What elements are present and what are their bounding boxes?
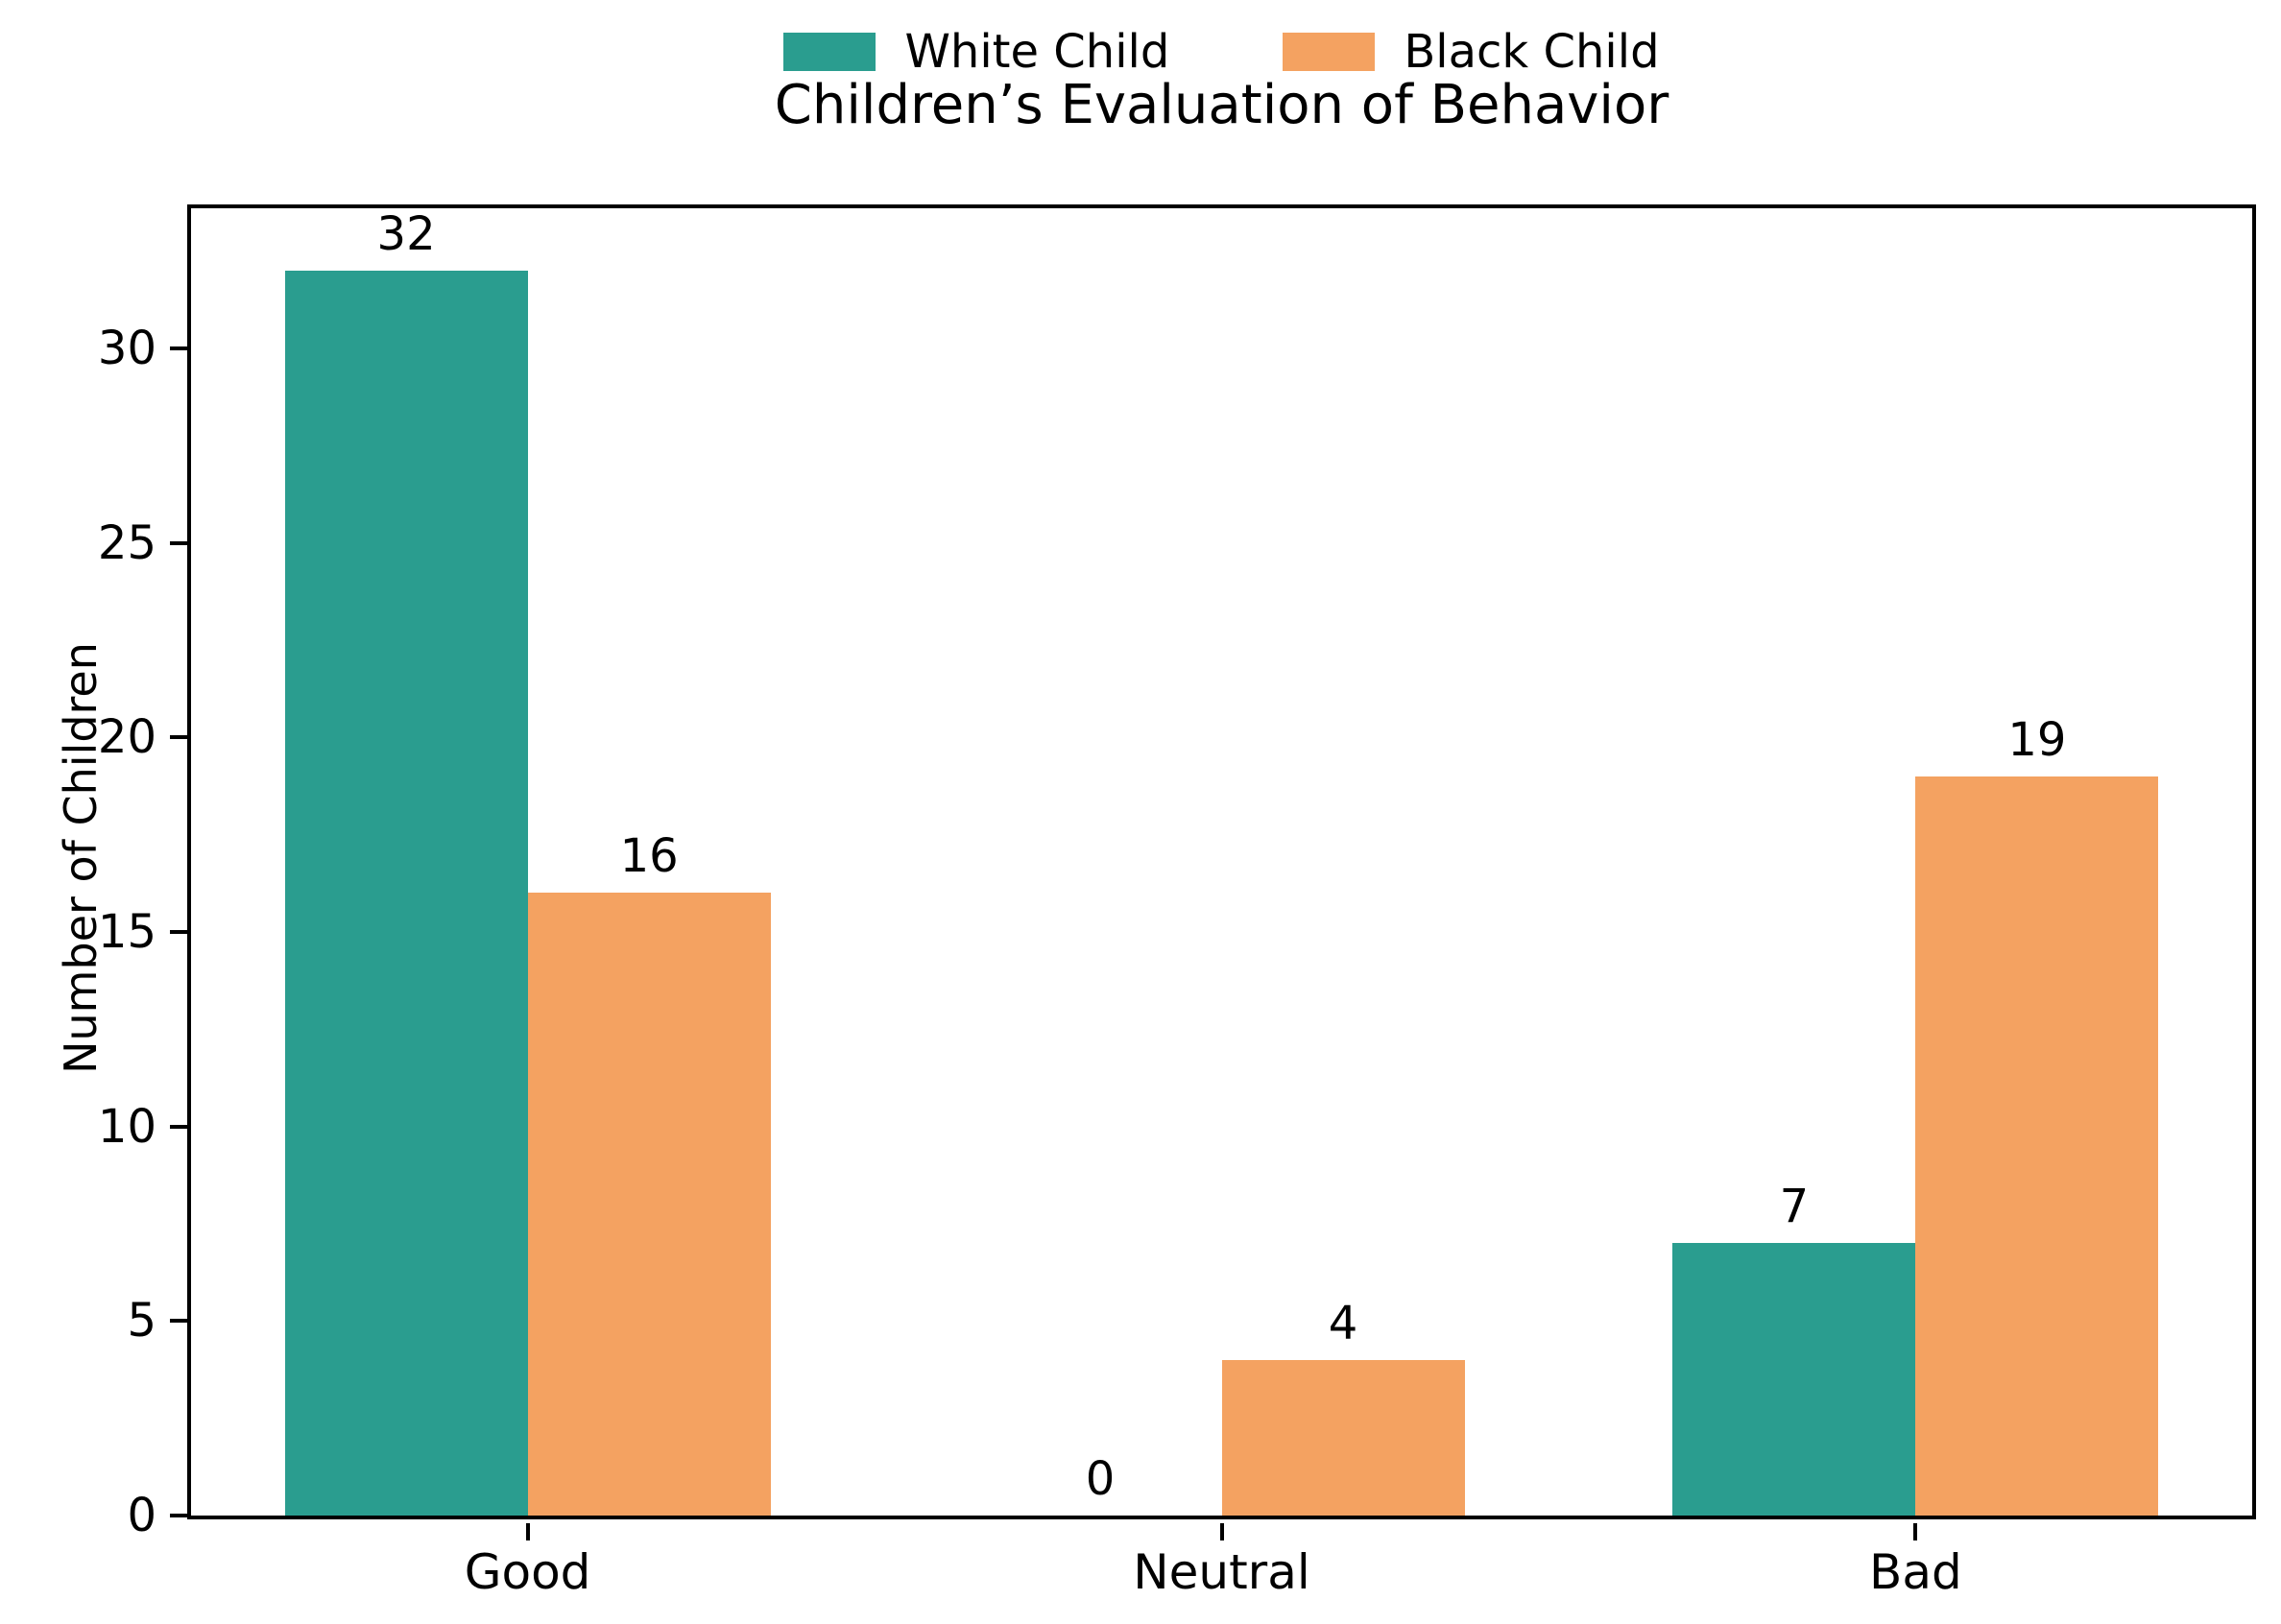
bar-value-label-black-child-neutral: 4 bbox=[1328, 1296, 1358, 1350]
legend-swatch-black-child bbox=[1283, 33, 1376, 71]
y-tick-label-20: 20 bbox=[97, 710, 156, 765]
bar-white-child-bad bbox=[1672, 1243, 1916, 1516]
y-tick-label-25: 25 bbox=[97, 515, 156, 570]
x-tick-label-good: Good bbox=[464, 1544, 591, 1600]
x-tick-good bbox=[525, 1523, 530, 1540]
x-tick-neutral bbox=[1219, 1523, 1224, 1540]
x-tick-bad bbox=[1913, 1523, 1918, 1540]
bar-value-label-black-child-bad: 19 bbox=[2007, 712, 2067, 767]
y-tick-label-10: 10 bbox=[97, 1099, 156, 1154]
legend: White Child Black Child bbox=[191, 29, 2252, 75]
y-tick-label-5: 5 bbox=[127, 1294, 156, 1349]
bar-value-label-white-child-neutral: 0 bbox=[1085, 1452, 1116, 1506]
y-tick-20 bbox=[170, 735, 187, 740]
bar-value-label-white-child-bad: 7 bbox=[1779, 1180, 1810, 1234]
bar-value-label-black-child-good: 16 bbox=[619, 829, 679, 884]
legend-label: White Child bbox=[904, 25, 1170, 79]
y-axis-label: Number of Children bbox=[55, 642, 107, 1074]
y-tick-label-0: 0 bbox=[127, 1489, 156, 1542]
legend-swatch-white-child bbox=[783, 33, 876, 71]
x-tick-label-neutral: Neutral bbox=[1133, 1544, 1310, 1600]
x-tick-label-bad: Bad bbox=[1869, 1544, 1962, 1600]
y-tick-15 bbox=[170, 929, 187, 934]
plot-area: 0 5 10 15 20 25 30 Good Neutral Bad 32 0 7 16 4 19 bbox=[98, 204, 2256, 1596]
bar-black-child-bad bbox=[1915, 776, 2159, 1516]
y-tick-30 bbox=[170, 346, 187, 350]
y-tick-label-15: 15 bbox=[97, 904, 156, 959]
y-tick-10 bbox=[170, 1124, 187, 1129]
chart-title: Children’s Evaluation of Behavior bbox=[774, 74, 1669, 136]
y-tick-25 bbox=[170, 540, 187, 545]
bar-value-label-white-child-good: 32 bbox=[376, 206, 436, 261]
bar-black-child-good bbox=[527, 893, 771, 1516]
legend-item-black-child: Black Child bbox=[1283, 25, 1660, 79]
bar-white-child-good bbox=[284, 270, 528, 1516]
y-tick-label-30: 30 bbox=[97, 321, 156, 375]
legend-item-white-child: White Child bbox=[783, 29, 1169, 75]
y-tick-0 bbox=[170, 1514, 187, 1517]
bar-black-child-neutral bbox=[1221, 1359, 1465, 1516]
legend-label: Black Child bbox=[1404, 25, 1660, 79]
y-tick-5 bbox=[170, 1319, 187, 1324]
